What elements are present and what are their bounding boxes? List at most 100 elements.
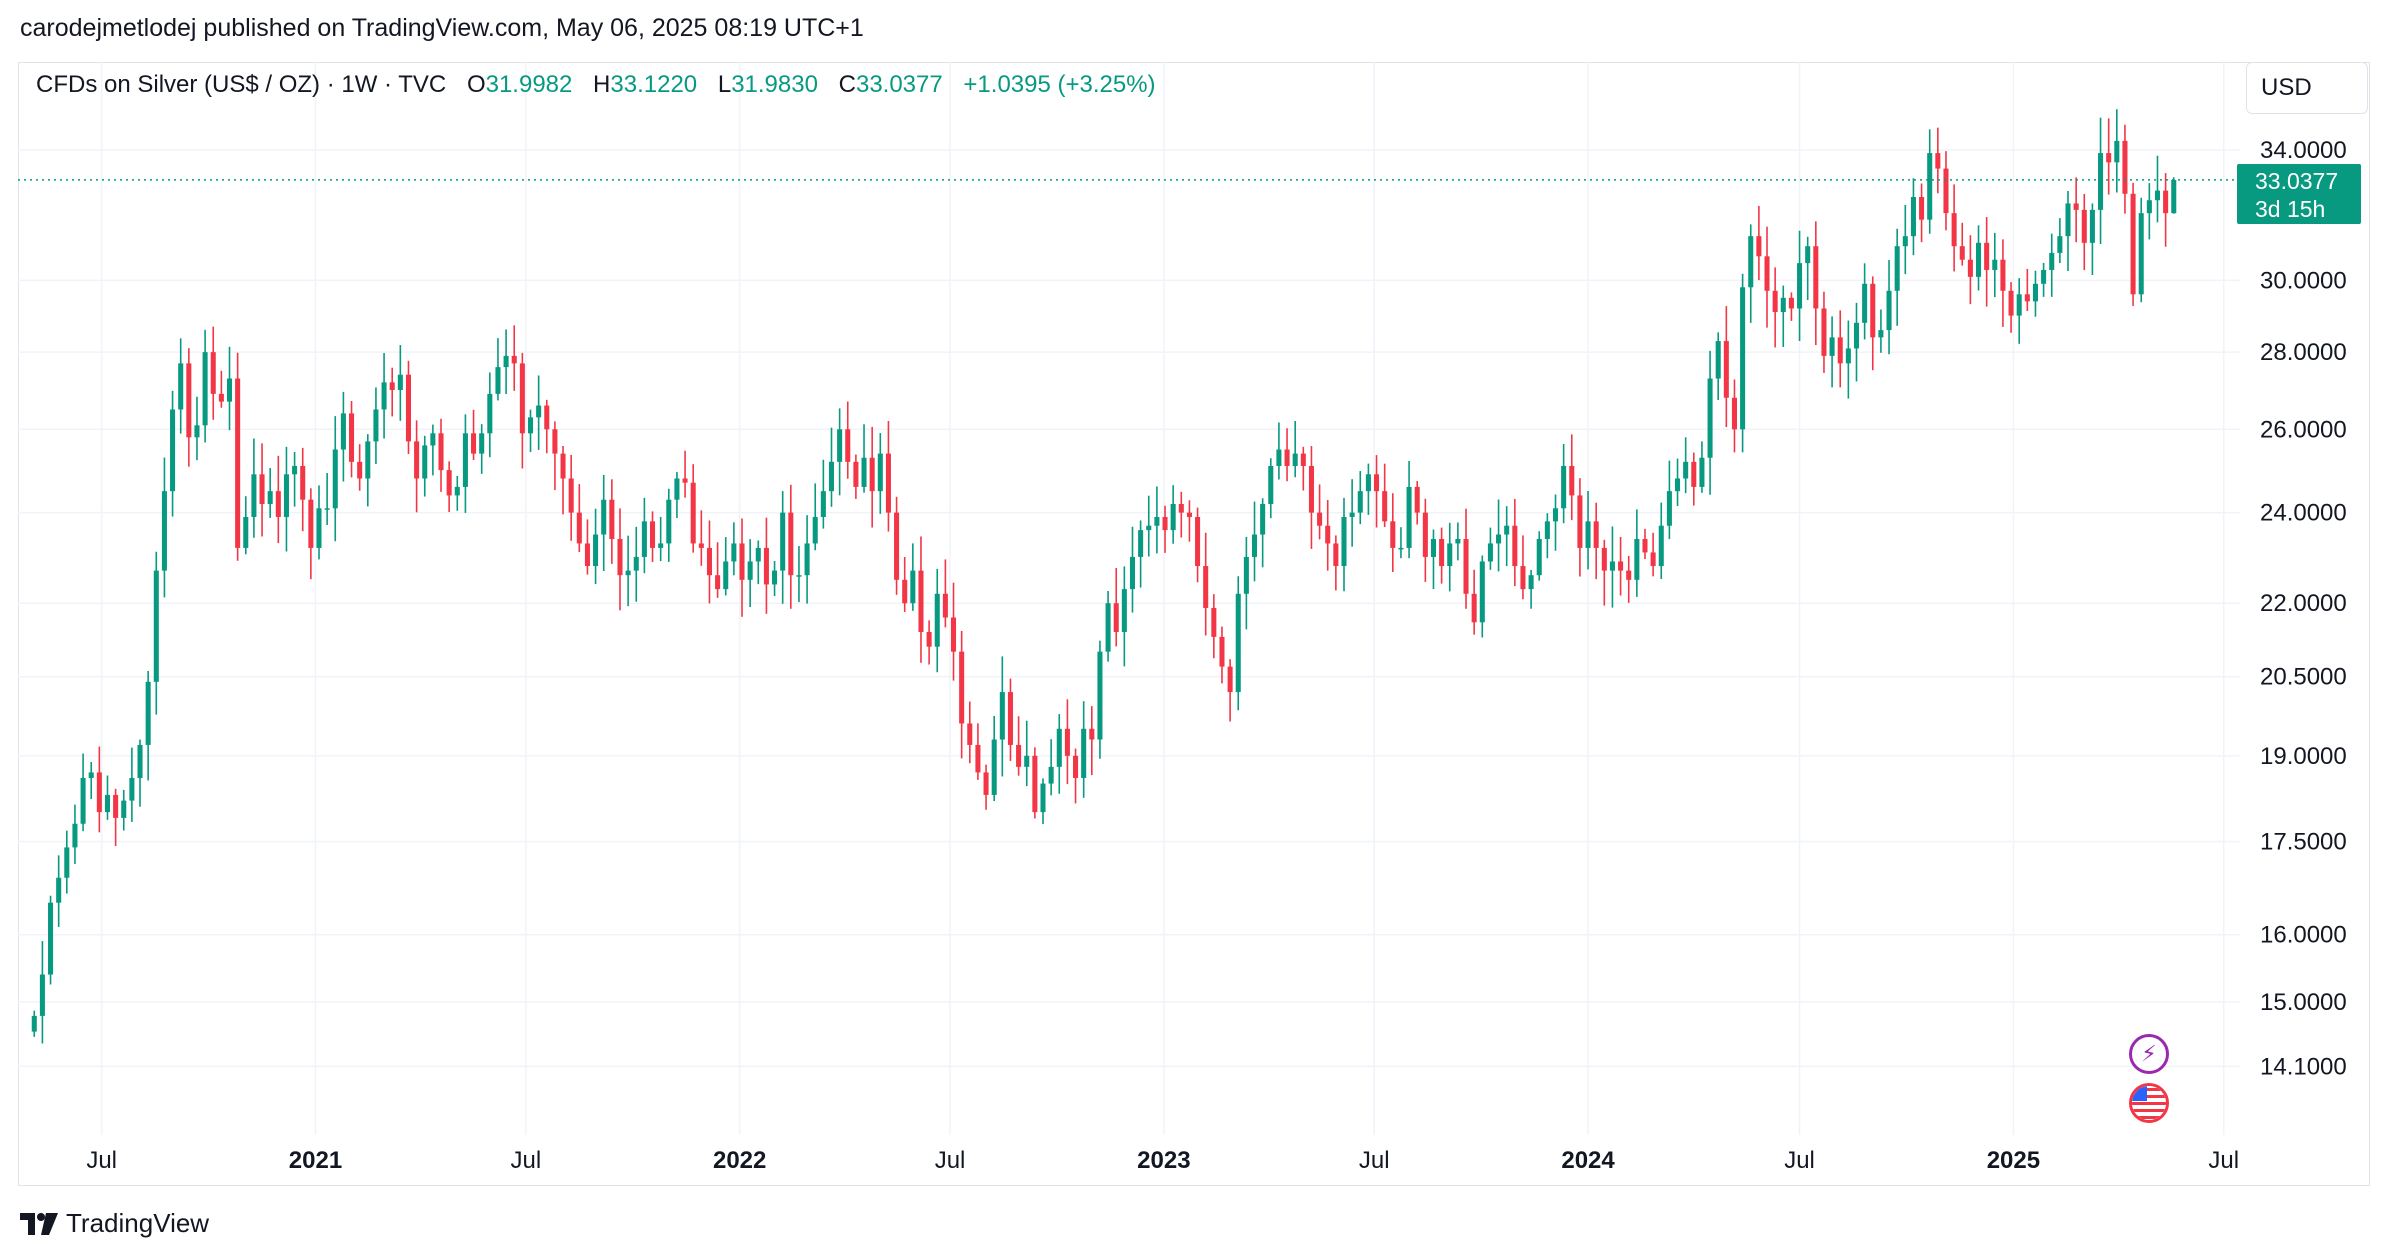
candle bbox=[1178, 491, 1184, 538]
candle bbox=[487, 372, 493, 458]
candle bbox=[641, 497, 647, 574]
candle bbox=[934, 568, 940, 673]
y-tick-label: 19.0000 bbox=[2260, 743, 2347, 770]
candle-body bbox=[1048, 766, 1054, 784]
y-tick-label: 24.0000 bbox=[2260, 500, 2347, 527]
candle-body bbox=[1707, 378, 1713, 458]
candle bbox=[772, 561, 778, 597]
candle bbox=[2081, 193, 2087, 271]
candle-body bbox=[959, 651, 965, 724]
candle bbox=[1943, 151, 1949, 231]
candle bbox=[1821, 291, 1827, 373]
candle-body bbox=[552, 429, 558, 454]
candle-body bbox=[755, 547, 761, 562]
candle-body bbox=[1878, 330, 1884, 338]
candle bbox=[1105, 591, 1111, 662]
tradingview-logo[interactable]: TradingView bbox=[20, 1208, 209, 1239]
candle-body bbox=[1910, 196, 1916, 237]
candle-body bbox=[96, 772, 102, 813]
candle bbox=[210, 326, 216, 420]
candle-body bbox=[414, 441, 420, 479]
candle-body bbox=[690, 482, 696, 544]
candle bbox=[796, 546, 802, 603]
candle-body bbox=[1577, 495, 1583, 548]
close-value: 33.0377 bbox=[855, 71, 943, 98]
candle bbox=[1154, 486, 1160, 554]
candle bbox=[926, 620, 932, 665]
candle-body bbox=[1943, 168, 1949, 214]
candle-body bbox=[877, 453, 883, 492]
candle-body bbox=[1235, 593, 1241, 693]
candle-body bbox=[1992, 259, 1998, 270]
candle bbox=[2130, 182, 2136, 306]
us-flag-icon[interactable] bbox=[2129, 1083, 2169, 1123]
candle-body bbox=[1154, 516, 1160, 526]
candle-body bbox=[1365, 474, 1371, 492]
candle bbox=[153, 551, 159, 715]
candle bbox=[1056, 714, 1062, 794]
candle-body bbox=[942, 593, 948, 618]
candle-body bbox=[828, 461, 835, 492]
candle-body bbox=[853, 461, 859, 487]
candle-body bbox=[308, 499, 314, 548]
candle bbox=[1284, 428, 1290, 482]
candle bbox=[861, 424, 867, 493]
bolt-icon[interactable]: ⚡︎ bbox=[2129, 1034, 2169, 1074]
x-tick-label: Jul bbox=[1359, 1147, 1390, 1174]
candle-body bbox=[788, 512, 794, 576]
candle bbox=[584, 519, 590, 575]
candle bbox=[1520, 535, 1526, 600]
candle-body bbox=[39, 974, 45, 1016]
candle bbox=[373, 387, 379, 464]
candle bbox=[1268, 458, 1274, 519]
candle bbox=[1219, 626, 1225, 684]
candle-body bbox=[1357, 491, 1363, 513]
candle-body bbox=[1975, 242, 1982, 277]
candle bbox=[178, 338, 184, 434]
candle bbox=[1626, 555, 1632, 603]
candle-body bbox=[1528, 575, 1534, 590]
candle bbox=[1146, 495, 1152, 557]
y-tick-label: 28.0000 bbox=[2260, 339, 2347, 366]
candle-body bbox=[283, 474, 289, 517]
candle-body bbox=[1780, 297, 1786, 313]
candle-body bbox=[349, 413, 355, 462]
candle-body bbox=[243, 516, 249, 548]
candle-body bbox=[666, 499, 672, 544]
candle-body bbox=[1813, 246, 1819, 309]
candle bbox=[72, 804, 78, 864]
candle bbox=[1016, 716, 1022, 776]
candle-body bbox=[2098, 153, 2104, 210]
bar-countdown: 3d 15h bbox=[2255, 195, 2326, 222]
candle bbox=[1341, 497, 1347, 592]
candle bbox=[1837, 310, 1843, 388]
candle-body bbox=[1748, 236, 1754, 288]
candle bbox=[1536, 531, 1542, 581]
candle bbox=[1919, 183, 1925, 243]
candle bbox=[1203, 532, 1209, 636]
candle bbox=[243, 496, 249, 555]
candle-body bbox=[1821, 308, 1827, 356]
candle-body bbox=[1618, 561, 1624, 571]
x-tick-label: Jul bbox=[2208, 1147, 2239, 1174]
low-value: 31.9830 bbox=[731, 71, 818, 98]
candle-body bbox=[934, 593, 940, 647]
candle bbox=[1048, 739, 1054, 796]
currency-button[interactable]: USD bbox=[2246, 62, 2368, 114]
candle bbox=[1764, 226, 1770, 328]
candle bbox=[1935, 127, 1941, 194]
candle-body bbox=[1504, 525, 1510, 535]
candle-body bbox=[723, 561, 729, 590]
candle-body bbox=[1886, 290, 1892, 331]
candle-body bbox=[812, 516, 818, 544]
candle-body bbox=[894, 512, 900, 580]
candle bbox=[820, 459, 826, 529]
candle-body bbox=[1121, 589, 1127, 632]
candle-body bbox=[1284, 449, 1290, 466]
candle-body bbox=[1170, 503, 1176, 531]
candle-body bbox=[861, 457, 867, 487]
candle bbox=[1910, 178, 1916, 256]
candle-body bbox=[633, 556, 639, 571]
candle-body bbox=[121, 800, 127, 818]
